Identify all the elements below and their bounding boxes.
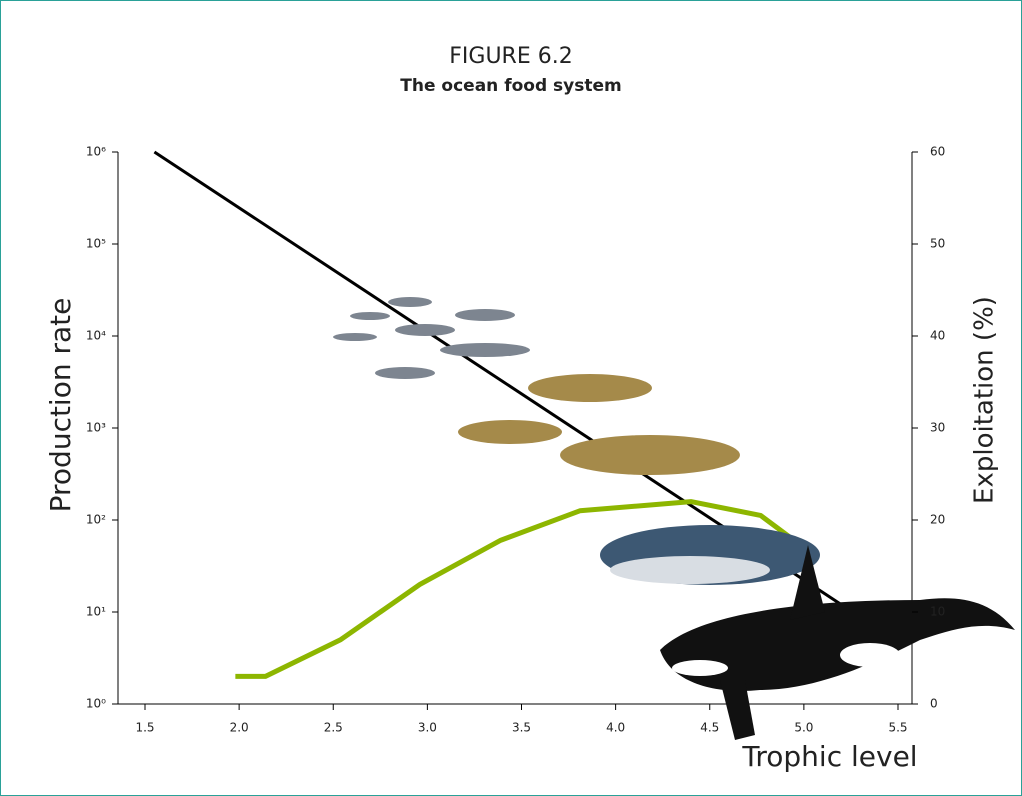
y-axis-title: Production rate [44, 298, 77, 513]
chart-subtitle: The ocean food system [400, 76, 621, 96]
y-tick-label: 10¹ [86, 605, 106, 619]
x-tick-label: 3.0 [418, 721, 437, 735]
y-tick-label: 10² [86, 513, 106, 527]
y2-tick-label: 0 [930, 697, 938, 711]
y2-tick-label: 20 [930, 513, 945, 527]
y-tick-label: 10⁴ [86, 329, 106, 343]
chart-title: FIGURE 6.2 [449, 44, 572, 69]
y2-tick-label: 40 [930, 329, 945, 343]
y-tick-label: 10⁰ [86, 697, 106, 711]
y2-tick-label: 60 [930, 145, 945, 159]
x-tick-label: 2.0 [230, 721, 249, 735]
chart: FIGURE 6.2 The ocean food system Product… [0, 0, 1022, 796]
y2-axis-title: Exploitation (%) [970, 296, 1000, 504]
y2-tick-label: 30 [930, 421, 945, 435]
x-tick-label: 1.5 [135, 721, 154, 735]
y-tick-label: 10³ [86, 421, 106, 435]
x-tick-label: 4.0 [606, 721, 625, 735]
x-tick-label: 5.0 [794, 721, 813, 735]
x-tick-label: 3.5 [512, 721, 531, 735]
y-tick-label: 10⁶ [86, 145, 106, 159]
y2-tick-label: 10 [930, 605, 945, 619]
x-axis-title: Trophic level [741, 740, 917, 773]
frame [1, 1, 1022, 796]
x-tick-label: 5.5 [888, 721, 907, 735]
y2-tick-label: 50 [930, 237, 945, 251]
illustrations [333, 297, 1015, 740]
y-tick-label: 10⁵ [86, 237, 106, 251]
x-tick-label: 2.5 [324, 721, 343, 735]
x-tick-label: 4.5 [700, 721, 719, 735]
plot [154, 152, 841, 676]
